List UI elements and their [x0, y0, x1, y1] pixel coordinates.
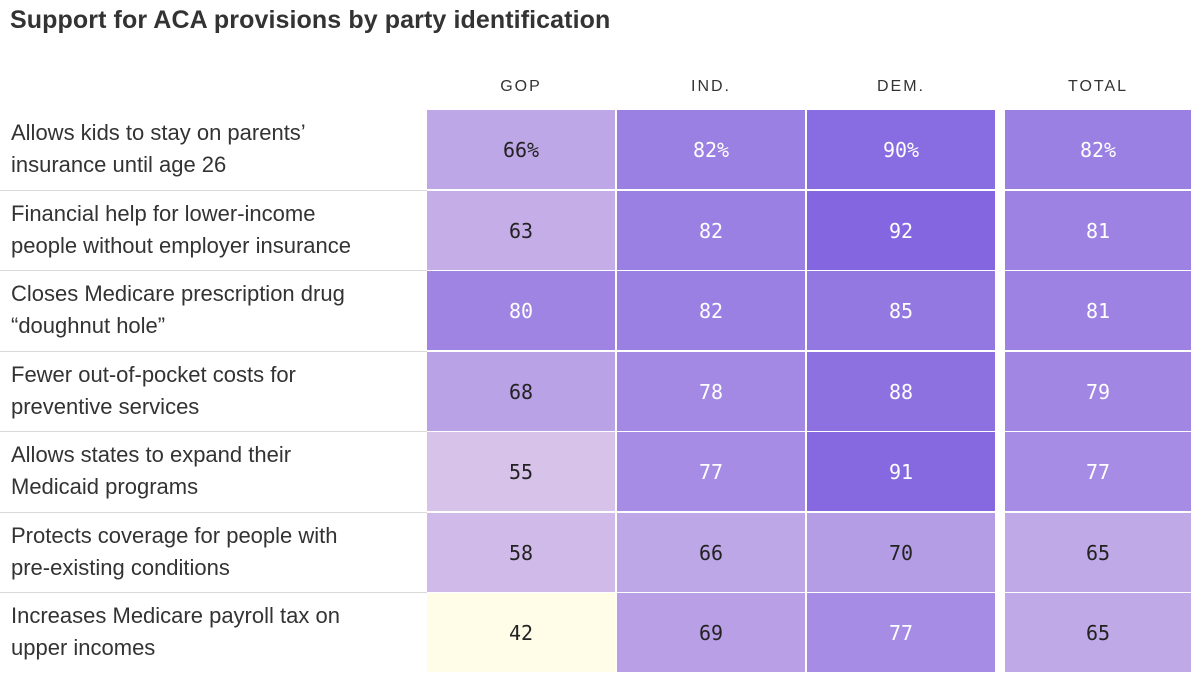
row-label: Allows states to expand their Medicaid pr…	[11, 439, 411, 503]
heatmap-cell: 82%	[1005, 110, 1191, 189]
cell-value-label: 66	[698, 540, 724, 565]
heatmap-cell: 77	[807, 593, 995, 672]
heatmap-cell: 92	[807, 191, 995, 270]
cell-value-label: 77	[698, 459, 724, 484]
cell-value-label: 77	[888, 620, 914, 645]
heatmap-cell: 85	[807, 271, 995, 350]
row-divider	[0, 190, 427, 191]
cell-value-label: 55	[508, 459, 534, 484]
heatmap-cell: 78	[617, 352, 805, 431]
heatmap-cell: 66%	[427, 110, 615, 189]
column-header-total: TOTAL	[1067, 78, 1129, 95]
cell-value-label: 70	[888, 540, 914, 565]
cell-value-label: 80	[508, 298, 534, 323]
row-label-line: pre-existing conditions	[11, 554, 230, 580]
cell-value-label: 91	[888, 459, 914, 484]
row-divider	[0, 270, 427, 271]
cell-value-label: 77	[1085, 459, 1111, 484]
cell-value-label: 66%	[502, 137, 540, 162]
cell-value-label: 78	[698, 379, 724, 404]
heatmap-cell: 77	[617, 432, 805, 511]
row-divider	[0, 512, 427, 513]
cell-value-label: 90%	[882, 137, 920, 162]
row-label: Closes Medicare prescription drug “doughn…	[11, 278, 411, 342]
row-divider	[0, 592, 427, 593]
heatmap-cell: 65	[1005, 513, 1191, 592]
cell-value-label: 82%	[692, 137, 730, 162]
row-label: Increases Medicare payroll tax on upper i…	[11, 600, 411, 664]
row-divider	[0, 351, 427, 352]
row-label-line: insurance until age 26	[11, 152, 227, 177]
row-label-line: Closes Medicare prescription drug	[11, 281, 345, 306]
row-label-line: Fewer out-of-pocket costs for	[11, 361, 296, 387]
row-label-line: people without employer insurance	[11, 232, 351, 258]
column-header-ind: IND.	[691, 78, 731, 95]
cell-value-label: 65	[1085, 620, 1111, 645]
cell-value-label: 69	[698, 620, 724, 645]
heatmap-cell: 81	[1005, 191, 1191, 270]
cell-value-label: 81	[1085, 218, 1111, 243]
row-label-line: Increases Medicare payroll tax on	[11, 603, 340, 628]
heatmap-cell: 88	[807, 352, 995, 431]
cell-value-label: 82%	[1079, 137, 1117, 162]
row-label: Protects coverage for people with pre-exi…	[11, 520, 411, 584]
heatmap-cell: 77	[1005, 432, 1191, 511]
heatmap-cell: 82	[617, 271, 805, 350]
heatmap-cell: 90%	[807, 110, 995, 189]
row-label-line: Protects coverage for people with	[11, 522, 338, 548]
heatmap-cell: 80	[427, 271, 615, 350]
row-label-line: Allows states to expand their	[11, 442, 292, 467]
cell-value-label: 88	[888, 379, 914, 404]
heatmap-cell: 66	[617, 513, 805, 592]
cell-value-label: 81	[1085, 298, 1111, 323]
row-label-line: Medicaid programs	[11, 474, 199, 499]
cell-value-label: 42	[508, 620, 534, 645]
heatmap-cell: 82%	[617, 110, 805, 189]
column-header-gop: GOP	[500, 78, 542, 95]
row-label: Allows kids to stay on parents’ insurance…	[11, 117, 411, 181]
heatmap-cell: 81	[1005, 271, 1191, 350]
row-label: Financial help for lower-income people wi…	[11, 198, 411, 262]
heatmap-cell: 55	[427, 432, 615, 511]
heatmap-cell: 65	[1005, 593, 1191, 672]
heatmap-cell: 70	[807, 513, 995, 592]
row-label-line: Allows kids to stay on parents’	[11, 120, 306, 145]
cell-value-label: 85	[888, 298, 914, 323]
column-header-dem: DEM.	[877, 78, 925, 95]
cell-value-label: 58	[508, 540, 534, 565]
row-label-line: “doughnut hole”	[11, 313, 166, 338]
row-label: Fewer out-of-pocket costs for preventive …	[11, 359, 411, 423]
cell-value-label: 79	[1085, 379, 1111, 404]
heatmap-cell: 58	[427, 513, 615, 592]
heatmap-cell: 63	[427, 191, 615, 270]
heatmap-cell: 82	[617, 191, 805, 270]
cell-value-label: 68	[508, 379, 534, 404]
cell-value-label: 82	[698, 218, 724, 243]
heatmap-cell: 69	[617, 593, 805, 672]
heatmap-cell: 42	[427, 593, 615, 672]
row-divider	[0, 431, 427, 432]
heatmap-cell: 68	[427, 352, 615, 431]
chart-title: Support for ACA provisions by party iden…	[10, 6, 611, 34]
cell-value-label: 82	[698, 298, 724, 323]
heatmap-cell: 79	[1005, 352, 1191, 431]
row-label-line: preventive services	[11, 393, 200, 419]
cell-value-label: 63	[508, 218, 534, 243]
row-label-line: upper incomes	[11, 635, 156, 660]
row-label-line: Financial help for lower-income	[11, 200, 316, 226]
cell-value-label: 65	[1085, 540, 1111, 565]
heatmap-cell: 91	[807, 432, 995, 511]
cell-value-label: 92	[888, 218, 914, 243]
